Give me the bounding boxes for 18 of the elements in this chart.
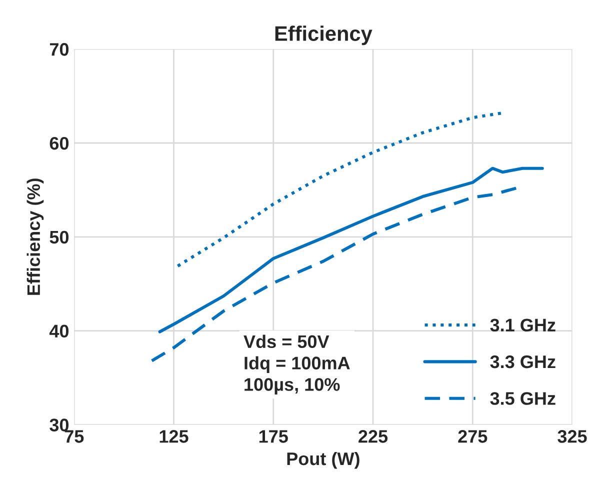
y-axis-title: Efficiency (%): [26, 178, 44, 295]
y-tick-label: 70: [50, 43, 69, 56]
x-tick-label: 225: [358, 430, 388, 443]
legend-label: 3.3 GHz: [490, 355, 556, 368]
y-tick-label: 50: [50, 230, 69, 244]
y-tick-label: 40: [49, 324, 69, 338]
y-tick-label: 60: [50, 136, 69, 150]
chart-title: Efficiency: [275, 26, 372, 46]
x-tick-label: 75: [64, 430, 84, 443]
x-axis-title: Pout (W): [287, 452, 360, 469]
y-tick-label: 30: [50, 418, 69, 432]
x-tick-label: 275: [458, 430, 488, 443]
annotation: Vds = 50V Idq = 100mA 100µs, 10%: [244, 334, 350, 394]
legend-label: 3.1 GHz: [490, 318, 556, 332]
x-tick-label: 325: [558, 430, 587, 443]
legend-label: 3.5 GHz: [490, 392, 556, 405]
x-tick-label: 125: [160, 430, 188, 443]
x-tick-label: 175: [259, 430, 288, 443]
